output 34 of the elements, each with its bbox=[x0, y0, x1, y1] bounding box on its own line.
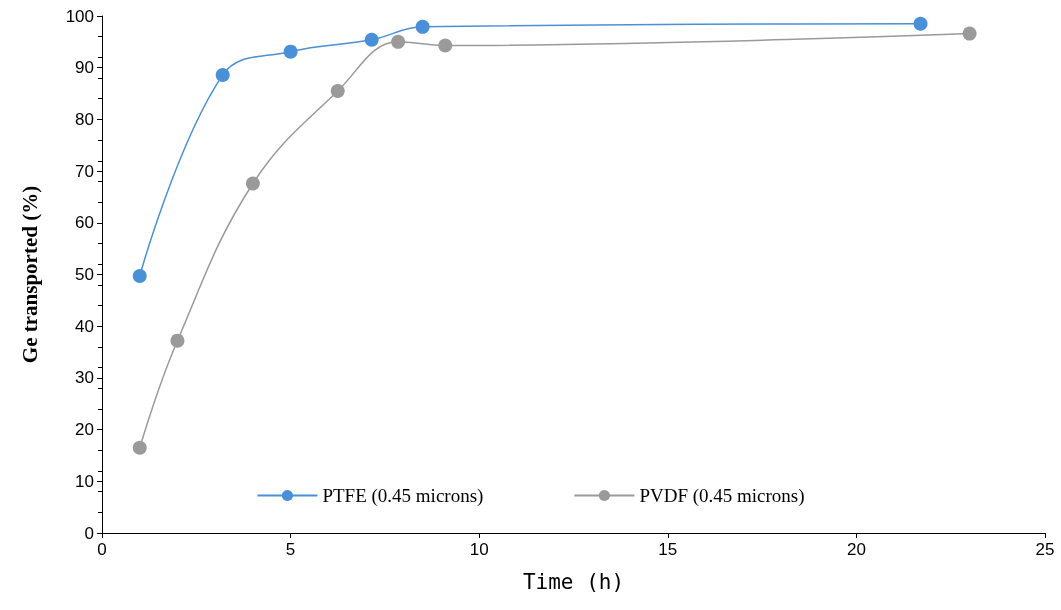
y-tick-label: 10 bbox=[75, 471, 94, 491]
point bbox=[391, 34, 406, 49]
point bbox=[170, 333, 185, 348]
point bbox=[913, 16, 928, 31]
x-tick-label: 25 bbox=[1035, 540, 1055, 559]
x-tick-label: 0 bbox=[97, 540, 107, 559]
x-tick-label: 5 bbox=[285, 540, 296, 559]
legend-label: PVDF (0.45 microns) bbox=[639, 485, 805, 507]
y-tick-label: 90 bbox=[75, 58, 94, 78]
x-tick-label: 15 bbox=[658, 540, 678, 559]
y-tick-label: 70 bbox=[75, 161, 94, 181]
point bbox=[438, 38, 453, 53]
y-tick-label: 20 bbox=[75, 420, 94, 440]
point bbox=[283, 44, 298, 59]
point bbox=[415, 19, 430, 34]
y-tick-label: 80 bbox=[75, 109, 94, 129]
point bbox=[132, 440, 147, 455]
point bbox=[215, 67, 230, 82]
x-tick-label: 20 bbox=[846, 540, 866, 559]
y-tick-label: 0 bbox=[84, 523, 94, 543]
point bbox=[364, 32, 379, 47]
legend-label: PTFE (0.45 microns) bbox=[322, 485, 484, 507]
y-tick-label: 30 bbox=[75, 368, 94, 388]
y-tick-label: 50 bbox=[75, 265, 94, 284]
y-tick-label: 40 bbox=[75, 316, 94, 336]
x-tick-label: 10 bbox=[469, 540, 489, 559]
y-axis-title: Ge transported (%) bbox=[17, 185, 42, 364]
y-tick-label: 60 bbox=[75, 213, 94, 233]
point bbox=[330, 83, 345, 98]
y-tick-label: 100 bbox=[65, 6, 94, 26]
x-axis-title: Time (h) bbox=[522, 569, 625, 594]
point bbox=[245, 176, 260, 191]
point bbox=[132, 269, 147, 284]
point bbox=[962, 26, 977, 41]
